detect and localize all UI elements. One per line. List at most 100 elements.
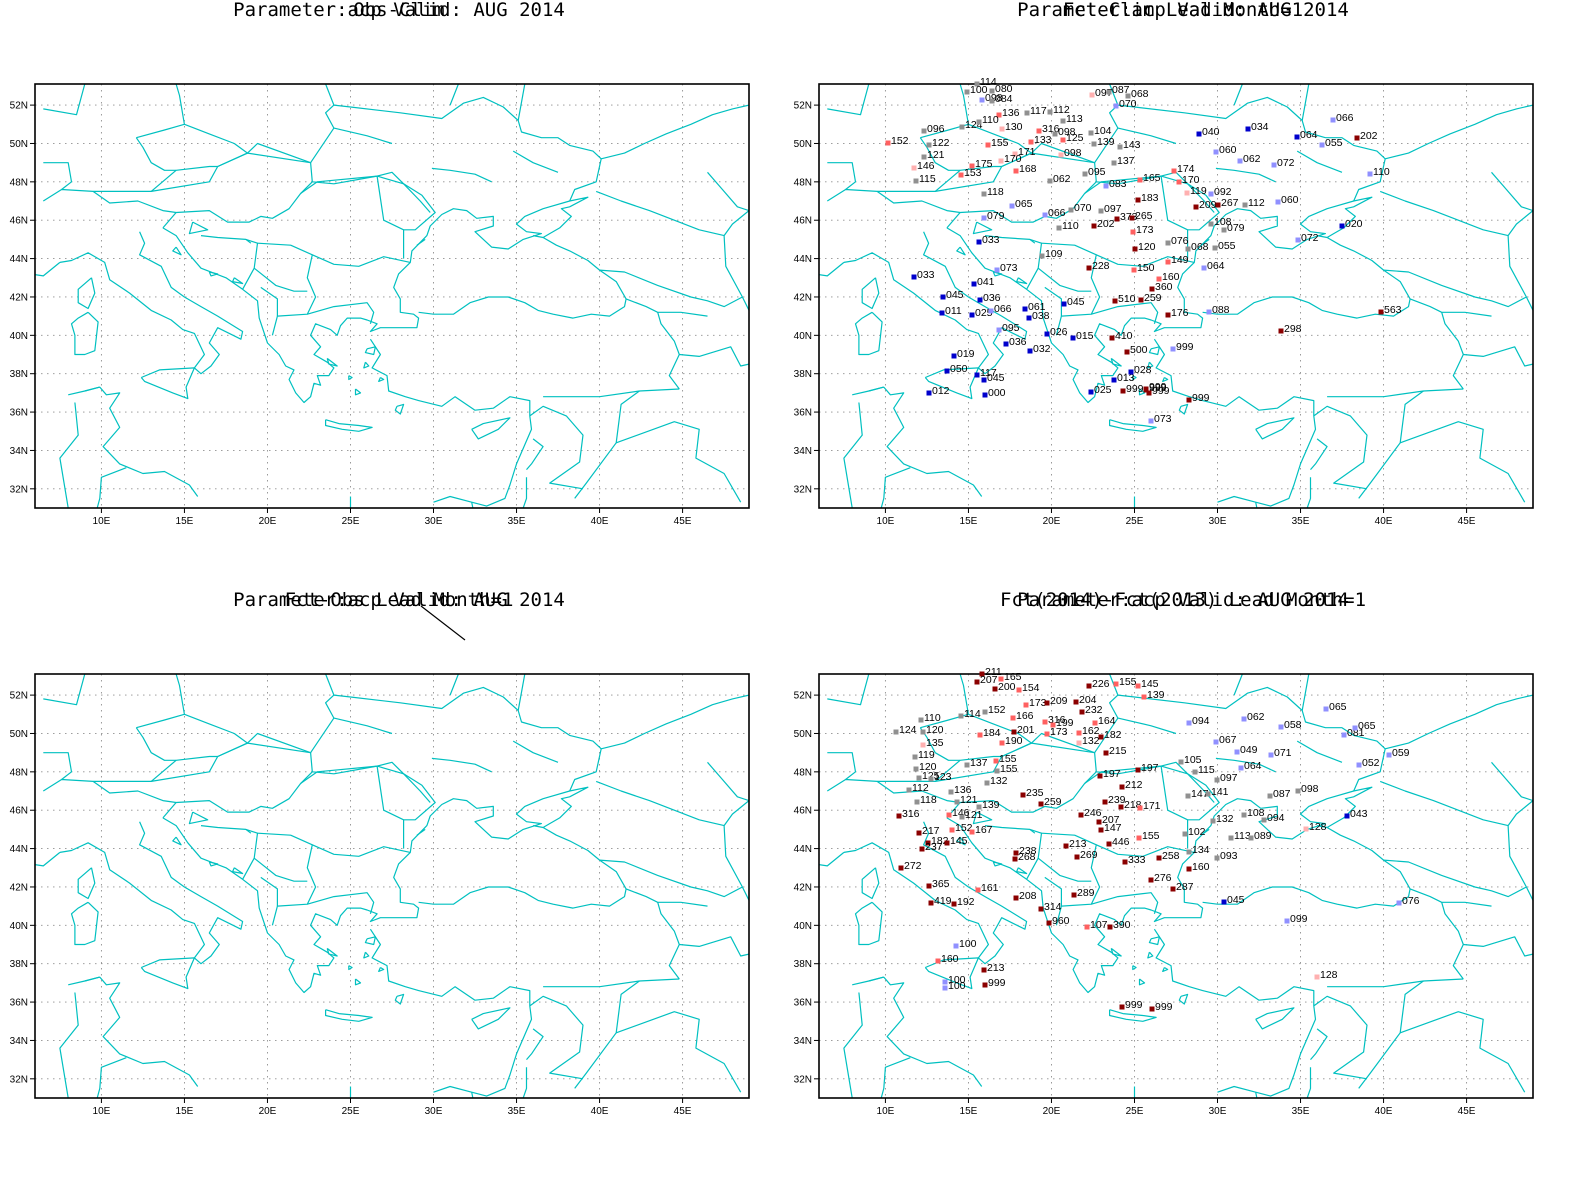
station-square	[940, 294, 946, 300]
coastline	[471, 1007, 511, 1030]
coastline	[1160, 761, 1220, 821]
station-square	[935, 958, 941, 964]
station-marker: 267	[1215, 197, 1239, 209]
coastline	[1200, 238, 1210, 246]
station-marker: 122	[926, 137, 950, 149]
station-square	[977, 732, 983, 738]
station-marker: 058	[1278, 719, 1302, 731]
station-marker: 143	[1117, 139, 1141, 151]
station-square	[1352, 725, 1358, 731]
station-value: 065	[1015, 198, 1033, 210]
station-marker: 171	[1137, 800, 1161, 812]
coastline	[364, 346, 376, 356]
station-square	[969, 312, 975, 318]
station-marker: 190	[999, 735, 1023, 747]
station-marker: 100	[942, 980, 966, 992]
station-square	[976, 239, 982, 245]
station-square	[974, 679, 980, 685]
station-marker: 121	[921, 149, 945, 161]
station-marker: 218	[1118, 799, 1142, 811]
station-value: 064	[1207, 260, 1225, 272]
station-marker: 108	[1241, 807, 1265, 819]
coastline	[84, 976, 100, 982]
station-value: 213	[1069, 838, 1087, 850]
station-square	[1022, 306, 1028, 312]
coastline	[1016, 277, 1028, 285]
station-marker: 073	[1148, 413, 1172, 425]
station-square	[1119, 784, 1125, 790]
coastlines-borders	[35, 674, 749, 1098]
station-marker: 062	[1241, 711, 1265, 723]
coastline	[1109, 1009, 1157, 1022]
station-marker: 500	[1124, 344, 1148, 356]
station-value: 107	[1090, 919, 1108, 931]
station-value: 153	[964, 167, 982, 179]
lat-label: 36N	[10, 408, 28, 419]
station-marker: 120	[920, 724, 944, 736]
coastline	[92, 181, 313, 223]
station-marker: 182	[925, 835, 949, 847]
station-square	[1192, 769, 1198, 775]
lon-label: 35E	[1292, 516, 1310, 527]
station-marker: 045	[1221, 894, 1245, 906]
station-value: 112	[1053, 104, 1070, 116]
lat-label: 34N	[794, 1036, 812, 1047]
station-marker: 265	[1129, 210, 1153, 222]
station-square	[1171, 168, 1177, 174]
station-value: 036	[983, 292, 1001, 304]
station-square	[1135, 683, 1141, 689]
station-value: 065	[1358, 720, 1376, 732]
station-value: 209	[1199, 199, 1217, 211]
coastline	[208, 861, 219, 867]
coastline	[43, 84, 86, 116]
station-value: 132	[990, 775, 1008, 787]
coastline	[946, 212, 961, 229]
coastline	[1029, 828, 1036, 834]
station-marker: 092	[1208, 186, 1232, 198]
coastline	[59, 402, 79, 508]
station-square	[1137, 177, 1143, 183]
station-square	[1111, 160, 1117, 166]
station-marker: 235	[1020, 787, 1044, 799]
station-marker: 068	[1125, 88, 1149, 100]
coastline	[526, 438, 544, 470]
coastline	[599, 269, 743, 308]
station-square	[1098, 734, 1104, 740]
station-square	[913, 178, 919, 184]
coastline	[1383, 859, 1527, 898]
lat-label: 40N	[794, 331, 812, 342]
station-square	[1120, 388, 1126, 394]
coastline	[946, 786, 1411, 994]
station-square	[1111, 377, 1117, 383]
station-square	[1354, 135, 1360, 141]
coastline	[1041, 832, 1101, 926]
station-value: 155	[999, 753, 1017, 765]
station-marker: 175	[969, 158, 993, 170]
station-value: 136	[1002, 107, 1020, 119]
station-marker: 166	[1010, 710, 1034, 722]
coastline	[70, 901, 99, 946]
station-value: 272	[904, 860, 922, 872]
coastline	[376, 761, 436, 821]
station-square	[975, 887, 981, 893]
coastline	[70, 311, 99, 356]
station-square	[913, 766, 919, 772]
station-marker: 081	[1341, 727, 1365, 739]
coastline	[868, 386, 884, 392]
station-marker: 025	[1088, 384, 1112, 396]
station-square	[1118, 804, 1124, 810]
station-square	[1044, 331, 1050, 337]
station-marker: 096	[921, 123, 945, 135]
station-square	[992, 686, 998, 692]
lat-label: 40N	[794, 921, 812, 932]
station-marker: 217	[916, 825, 940, 837]
station-value: 104	[1094, 125, 1112, 137]
station-square	[1165, 259, 1171, 265]
station-value: 055	[1325, 137, 1343, 149]
coastline	[307, 892, 375, 914]
station-value: 360	[1155, 281, 1173, 293]
station-square	[1073, 699, 1079, 705]
station-square	[1061, 301, 1067, 307]
station-marker: 160	[1156, 271, 1180, 283]
coastline	[956, 836, 966, 846]
